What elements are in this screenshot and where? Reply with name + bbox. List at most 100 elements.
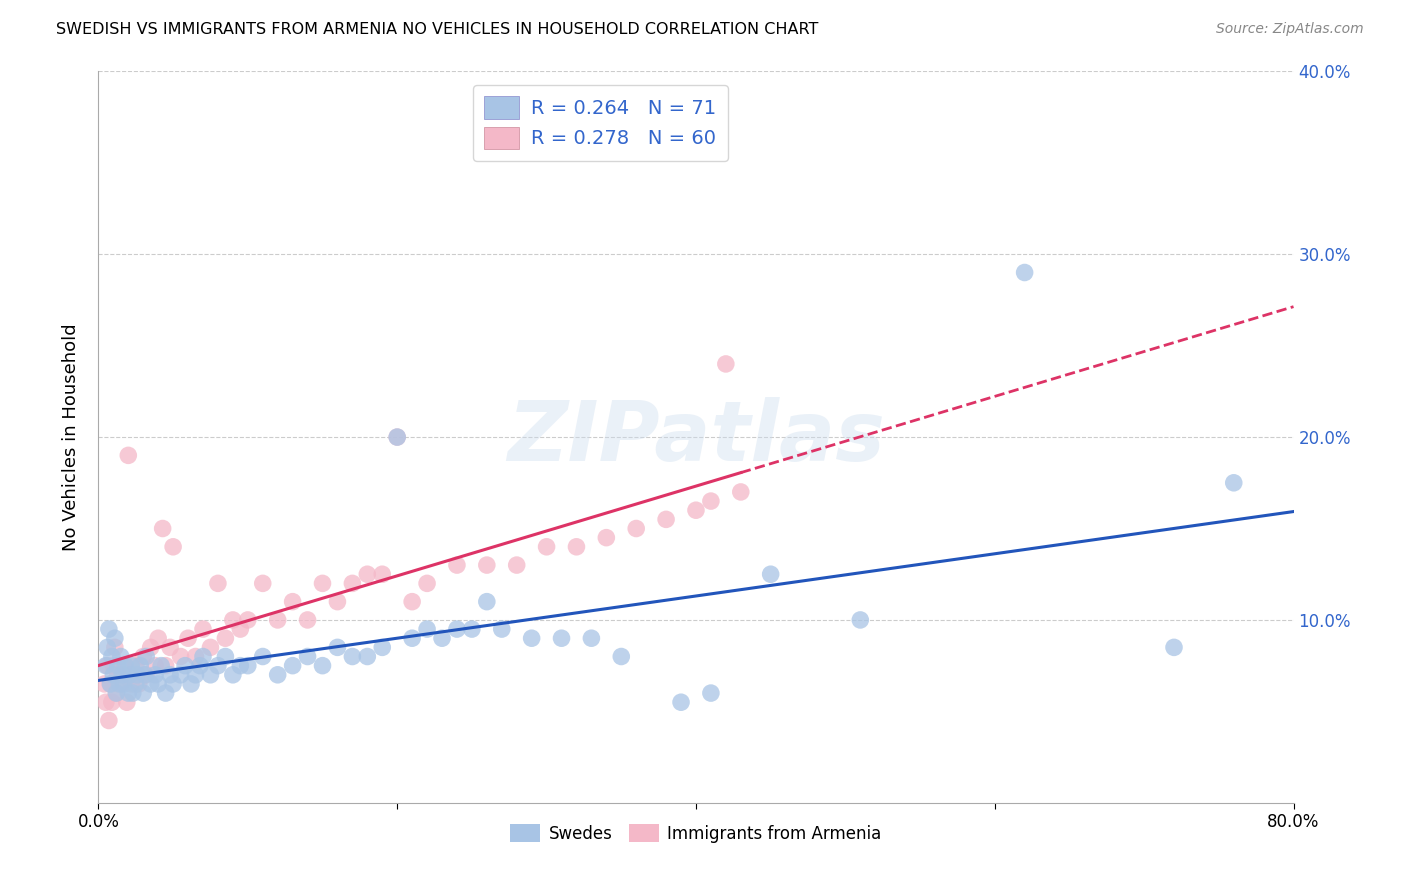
Point: [101, 695, 124, 709]
Point: [148, 632, 170, 646]
Point: [626, 521, 648, 535]
Point: [117, 448, 139, 462]
Point: [155, 658, 177, 673]
Point: [416, 622, 439, 636]
Point: [401, 594, 423, 608]
Point: [520, 632, 543, 646]
Point: [446, 558, 468, 573]
Point: [134, 667, 156, 681]
Point: [207, 658, 229, 673]
Point: [112, 677, 135, 691]
Point: [174, 658, 197, 673]
Point: [281, 594, 304, 608]
Point: [759, 567, 782, 582]
Point: [98, 677, 122, 691]
Point: [446, 622, 468, 636]
Point: [342, 576, 364, 591]
Y-axis label: No Vehicles in Household: No Vehicles in Household: [62, 323, 80, 551]
Point: [139, 677, 162, 691]
Point: [112, 658, 135, 673]
Point: [159, 667, 181, 681]
Point: [655, 512, 678, 526]
Point: [129, 658, 152, 673]
Point: [252, 649, 274, 664]
Point: [371, 640, 394, 655]
Point: [159, 640, 181, 655]
Point: [135, 667, 157, 681]
Point: [97, 622, 120, 636]
Point: [191, 649, 214, 664]
Point: [311, 576, 333, 591]
Point: [128, 677, 150, 691]
Point: [94, 695, 117, 709]
Point: [169, 649, 191, 664]
Point: [117, 686, 139, 700]
Point: [143, 658, 166, 673]
Point: [267, 667, 290, 681]
Point: [103, 658, 125, 673]
Point: [214, 632, 236, 646]
Point: [1163, 640, 1185, 655]
Point: [107, 667, 129, 681]
Point: [191, 622, 214, 636]
Point: [267, 613, 290, 627]
Point: [162, 540, 184, 554]
Point: [700, 494, 723, 508]
Point: [114, 658, 136, 673]
Point: [714, 357, 737, 371]
Point: [536, 540, 558, 554]
Point: [184, 649, 207, 664]
Point: [730, 485, 752, 500]
Point: [125, 658, 148, 673]
Point: [200, 640, 222, 655]
Point: [184, 667, 207, 681]
Point: [103, 667, 125, 681]
Point: [475, 594, 498, 608]
Point: [281, 658, 304, 673]
Point: [105, 686, 128, 700]
Point: [120, 677, 142, 691]
Text: SWEDISH VS IMMIGRANTS FROM ARMENIA NO VEHICLES IN HOUSEHOLD CORRELATION CHART: SWEDISH VS IMMIGRANTS FROM ARMENIA NO VE…: [56, 22, 818, 37]
Point: [152, 521, 174, 535]
Point: [236, 658, 259, 673]
Point: [180, 677, 202, 691]
Point: [252, 576, 274, 591]
Point: [188, 658, 211, 673]
Point: [401, 632, 423, 646]
Point: [371, 567, 394, 582]
Point: [229, 622, 252, 636]
Text: ZIPatlas: ZIPatlas: [508, 397, 884, 477]
Point: [416, 576, 439, 591]
Point: [97, 714, 120, 728]
Point: [610, 649, 633, 664]
Point: [1014, 266, 1036, 280]
Point: [849, 613, 872, 627]
Point: [311, 658, 333, 673]
Point: [143, 667, 166, 681]
Point: [162, 677, 184, 691]
Point: [356, 649, 378, 664]
Point: [326, 594, 349, 608]
Point: [200, 667, 222, 681]
Point: [111, 667, 134, 681]
Point: [222, 613, 245, 627]
Point: [565, 540, 588, 554]
Point: [127, 667, 149, 681]
Point: [121, 686, 143, 700]
Point: [148, 677, 170, 691]
Point: [107, 658, 129, 673]
Point: [169, 667, 191, 681]
Point: [139, 640, 162, 655]
Point: [430, 632, 453, 646]
Point: [101, 649, 124, 664]
Point: [132, 649, 155, 664]
Point: [385, 430, 409, 444]
Point: [385, 430, 409, 444]
Point: [207, 576, 229, 591]
Point: [120, 658, 142, 673]
Point: [222, 667, 245, 681]
Point: [94, 658, 117, 673]
Point: [177, 632, 200, 646]
Point: [550, 632, 572, 646]
Legend: Swedes, Immigrants from Armenia: Swedes, Immigrants from Armenia: [503, 818, 889, 849]
